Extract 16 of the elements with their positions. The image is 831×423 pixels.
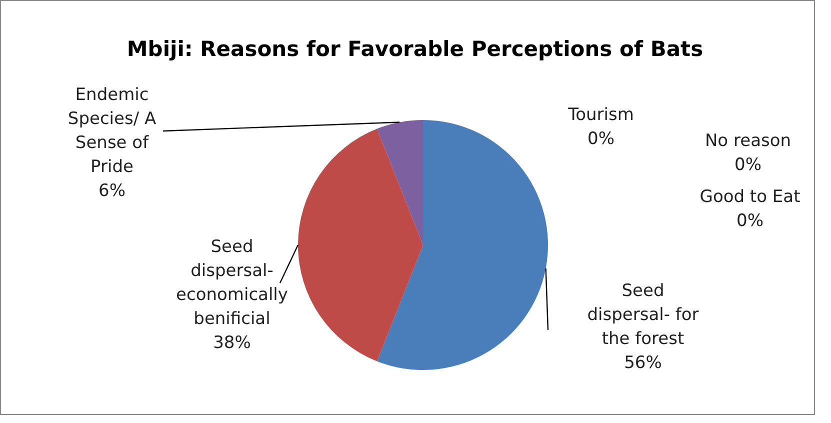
data-label: 56% — [624, 353, 662, 373]
slice-label: Seed dispersal- economically benificial — [176, 237, 288, 329]
pie-slice — [376, 120, 423, 245]
text: 0% — [734, 155, 762, 175]
slice-label: Seed dispersal- for the forest — [587, 281, 699, 349]
pie-slice — [298, 128, 423, 362]
chart-title: Mbiji: Reasons for Favorable Perceptions of Bats — [126, 37, 704, 61]
pie-slice — [376, 120, 548, 370]
category-label: No reason — [704, 131, 792, 151]
data-label: 6% — [98, 181, 126, 201]
text: 0% — [588, 129, 614, 149]
data-label: 38% — [213, 333, 251, 353]
text: 0% — [736, 211, 764, 231]
slice-label: Endemic Species/ A Sense of Pride — [68, 85, 156, 177]
category-label: Tourism — [568, 105, 634, 125]
category-label: Good to Eat — [700, 187, 800, 207]
